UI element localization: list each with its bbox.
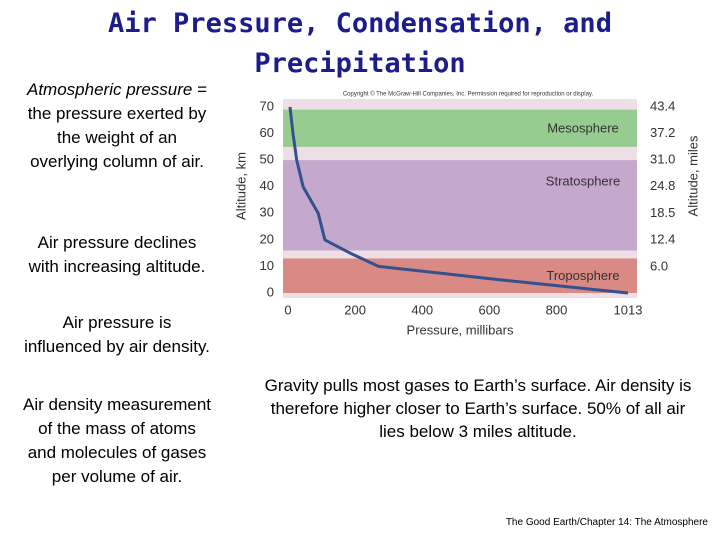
y2-tick-label: 31.0 <box>650 152 675 167</box>
y-tick-label: 20 <box>260 231 274 246</box>
y2-tick-label: 18.5 <box>650 205 675 220</box>
y-tick-label: 50 <box>260 152 274 167</box>
x-tick-label: 400 <box>411 302 433 317</box>
y-tick-label: 30 <box>260 205 274 220</box>
slide-title: Air Pressure, Condensation, and Precipit… <box>108 8 612 79</box>
footer: The Good Earth/Chapter 14: The Atmospher… <box>505 517 708 528</box>
copyright: Copyright © The McGraw-Hill Companies, I… <box>343 91 594 98</box>
layer-label: Stratosphere <box>546 174 620 189</box>
layer-band <box>283 160 637 251</box>
y-axis-label: Altitude, km <box>233 152 248 220</box>
x-axis-label: Pressure, millibars <box>407 322 514 337</box>
y2-tick-label: 12.4 <box>650 231 675 246</box>
layer-band <box>283 109 637 147</box>
y-tick-label: 60 <box>260 125 274 140</box>
y-tick-label: 70 <box>260 98 274 113</box>
layer-label: Mesosphere <box>547 121 619 136</box>
caption: Gravity pulls most gases to Earth’s surf… <box>264 376 692 441</box>
x-tick-label: 600 <box>479 302 501 317</box>
pressure-curve <box>288 106 629 295</box>
definition-text: = the pressure exerted by the weight of … <box>27 80 207 171</box>
point: Air pressure is influenced by air densit… <box>24 313 210 356</box>
y2-tick-label: 24.8 <box>650 178 675 193</box>
term: Atmospheric pressure <box>27 80 193 99</box>
y-tick-label: 10 <box>260 258 274 273</box>
y-tick-label: 40 <box>260 178 274 193</box>
point: Air density measurement of the mass of a… <box>22 395 212 486</box>
y-tick-label: 0 <box>267 284 274 299</box>
x-tick-label: 1013 <box>614 302 643 317</box>
x-tick-label: 200 <box>344 302 366 317</box>
y2-tick-label: 6.0 <box>650 259 668 274</box>
definition: Atmospheric pressure = the pressure exer… <box>22 78 212 174</box>
layer-label: Troposphere <box>546 268 619 283</box>
point: Air pressure declines with increasing al… <box>28 233 206 276</box>
x-tick-label: 0 <box>284 302 291 317</box>
y2-axis-label: Altitude, miles <box>685 135 700 216</box>
x-tick-label: 800 <box>546 302 568 317</box>
y2-tick-label: 43.4 <box>650 98 675 113</box>
y2-tick-label: 37.2 <box>650 125 675 140</box>
